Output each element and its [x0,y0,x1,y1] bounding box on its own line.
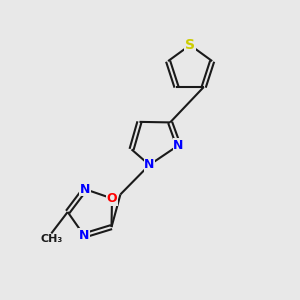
Text: O: O [107,192,117,205]
Text: N: N [144,158,154,171]
Text: N: N [173,139,184,152]
Text: CH₃: CH₃ [40,234,62,244]
Text: N: N [80,183,90,196]
Text: N: N [79,229,89,242]
Text: S: S [185,38,195,52]
